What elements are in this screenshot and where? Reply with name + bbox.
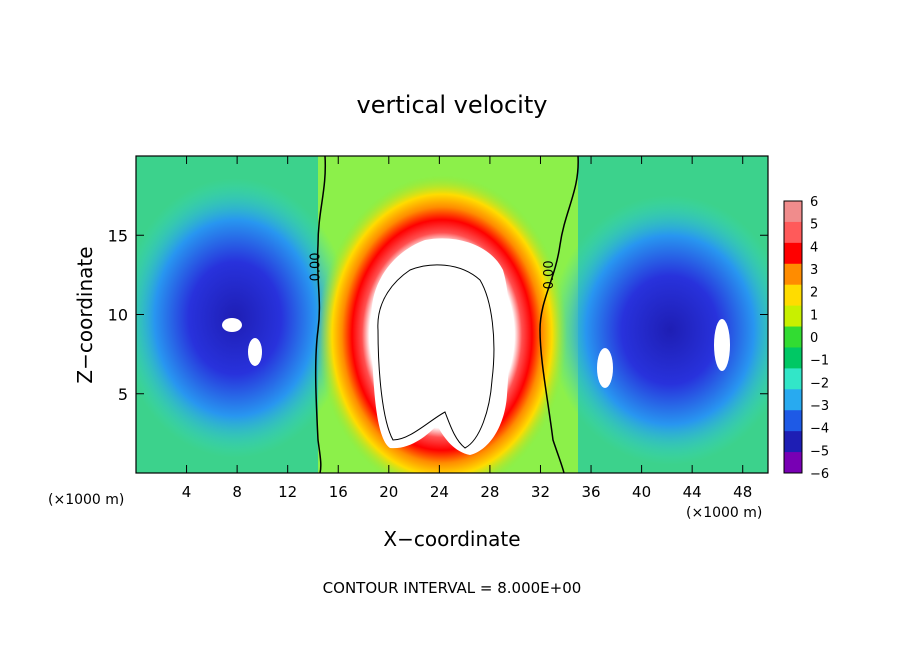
white-spot [248, 338, 262, 366]
colorbar-label: 4 [810, 240, 818, 255]
colorbar-label: 5 [810, 218, 818, 233]
x-tick-label: 16 [329, 483, 348, 501]
colorbar-swatch [784, 431, 802, 453]
colorbar-swatch [784, 410, 802, 432]
colorbar-label: −3 [810, 399, 829, 414]
colorbar-label: −4 [810, 422, 829, 437]
colorbar-swatch [784, 368, 802, 390]
chart-title: vertical velocity [357, 91, 548, 119]
x-tick-label: 24 [430, 483, 449, 501]
x-tick-label: 44 [683, 483, 702, 501]
colorbar-swatch [784, 201, 802, 223]
updraft-contour [377, 264, 495, 449]
plot-area [136, 156, 768, 473]
colorbar-swatch [784, 242, 802, 265]
colorbar-label: 0 [810, 331, 818, 346]
downdraft-right [550, 195, 768, 465]
white-spot [222, 318, 242, 332]
colorbar-swatch [784, 305, 802, 328]
colorbar-label: −2 [810, 376, 829, 391]
x-unit-right: (×1000 m) [686, 505, 762, 521]
colorbar-swatch [784, 347, 802, 369]
x-tick-label: 20 [379, 483, 398, 501]
y-tick-label: 15 [108, 226, 128, 245]
colorbar-swatch [784, 284, 802, 307]
x-tick-label: 4 [182, 483, 192, 501]
colorbar-label: −1 [810, 354, 829, 369]
colorbar-label: 2 [810, 286, 818, 301]
x-tick-label: 28 [480, 483, 499, 501]
colorbar: 6 5 4 3 2 1 0 −1 −2 −3 −4 −5 −6 [783, 195, 829, 482]
zero-contour-left [314, 156, 327, 473]
y-axis-label: Z−coordinate [73, 246, 97, 383]
colorbar-swatch [784, 221, 802, 244]
x-axis-label: X−coordinate [383, 527, 520, 551]
colorbar-label: 3 [810, 263, 818, 278]
x-tick-label: 32 [531, 483, 550, 501]
colorbar-swatch [784, 389, 802, 411]
colorbar-label: 6 [810, 195, 818, 210]
x-tick-label: 8 [232, 483, 242, 501]
colorbar-frame [783, 200, 803, 474]
colorbar-label: −5 [810, 444, 829, 459]
colorbar-swatch [784, 263, 802, 286]
contour-label: 0.00 [542, 260, 557, 289]
colorbar-swatch [784, 326, 802, 348]
x-unit-left: (×1000 m) [48, 492, 124, 508]
x-tick-label: 36 [581, 483, 600, 501]
y-tick-label: 10 [108, 306, 128, 325]
zero-contour-right [539, 156, 579, 473]
x-tick-label: 40 [632, 483, 651, 501]
colorbar-label: 1 [810, 308, 818, 323]
y-tick-label: 5 [118, 385, 128, 404]
downdraft-left [136, 178, 350, 458]
contour-interval-note: CONTOUR INTERVAL = 8.000E+00 [323, 579, 582, 597]
white-spot [714, 319, 730, 371]
white-spot [597, 348, 613, 388]
colorbar-swatch [784, 452, 802, 474]
contour-label: 0.00 [308, 252, 323, 281]
x-tick-label: 12 [278, 483, 297, 501]
colorbar-label: −6 [810, 467, 829, 482]
updraft-white-core [371, 238, 510, 455]
x-tick-label: 48 [733, 483, 752, 501]
